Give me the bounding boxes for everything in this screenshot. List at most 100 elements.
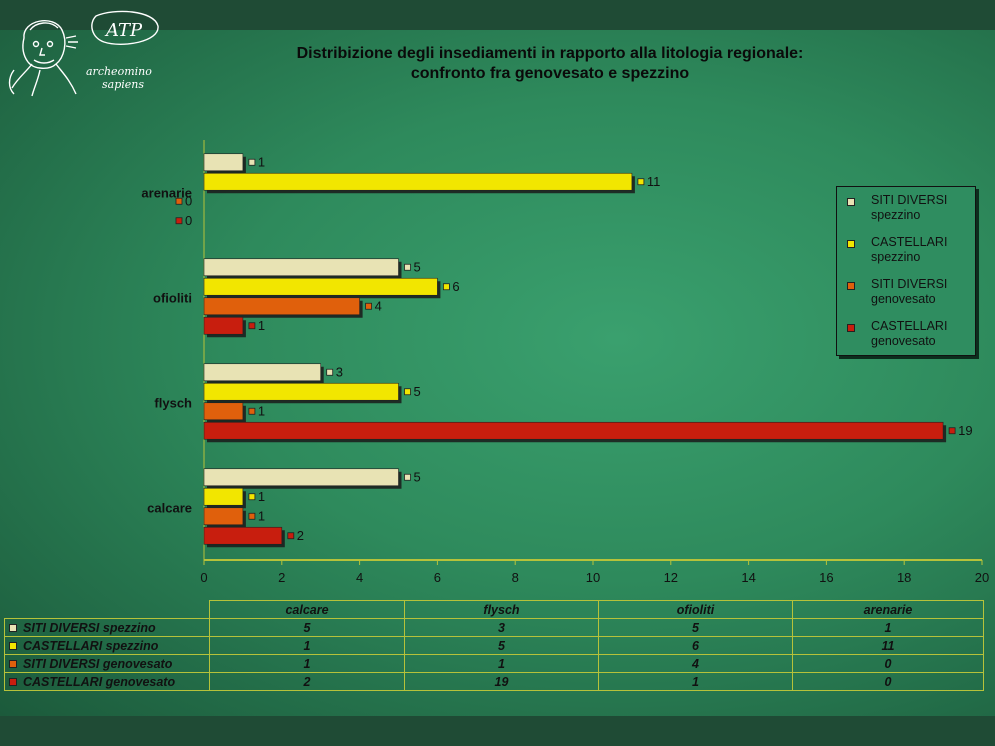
x-tick-label: 10 bbox=[586, 570, 600, 585]
category-label: flysch bbox=[154, 396, 192, 411]
data-label-marker bbox=[404, 473, 411, 481]
bar bbox=[203, 507, 244, 526]
legend: SITI DIVERSI spezzino CASTELLARI spezzino … bbox=[836, 186, 976, 356]
data-label: 11 bbox=[647, 174, 661, 189]
legend-text-3b: genovesato bbox=[871, 292, 936, 306]
x-tick-label: 0 bbox=[200, 570, 207, 585]
category-label: arenarie bbox=[141, 186, 192, 201]
table-row: CASTELLARI genovesato 2 19 1 0 bbox=[4, 672, 984, 691]
data-label-marker bbox=[404, 388, 411, 396]
bar bbox=[203, 297, 360, 316]
chart-title-line-2: confronto fra genovesato e spezzino bbox=[410, 65, 690, 82]
table-cell: 1 bbox=[792, 618, 984, 637]
row-label: CASTELLARI spezzino bbox=[23, 638, 159, 653]
bar bbox=[203, 153, 244, 172]
logo-line-2: sapiens bbox=[102, 78, 145, 91]
data-label-marker bbox=[175, 217, 183, 225]
bar bbox=[203, 421, 944, 440]
table-header-flysch: flysch bbox=[404, 600, 599, 619]
table-cell: 1 bbox=[209, 636, 405, 655]
data-label: 0 bbox=[185, 193, 192, 208]
row-label: SITI DIVERSI genovesato bbox=[23, 656, 173, 671]
logo-mark: ATP bbox=[104, 20, 143, 41]
x-tick-label: 6 bbox=[434, 570, 441, 585]
data-label-marker bbox=[175, 197, 183, 205]
legend-text-1b: spezzino bbox=[871, 208, 921, 222]
table-cell: 0 bbox=[792, 654, 984, 673]
legend-swatch bbox=[847, 240, 855, 248]
legend-text-4a: CASTELLARI bbox=[871, 319, 948, 333]
table-cell: 19 bbox=[404, 672, 599, 691]
data-label-marker bbox=[248, 407, 256, 415]
chart-title-line-1: Distribizione degli insediamenti in rapp… bbox=[296, 45, 804, 62]
data-label: 19 bbox=[958, 423, 972, 438]
logo: ATP archeomino sapiens bbox=[4, 8, 164, 100]
row-label: SITI DIVERSI spezzino bbox=[23, 620, 156, 635]
x-tick-label: 20 bbox=[975, 570, 989, 585]
chart-title: Distribizione degli insediamenti in rapp… bbox=[200, 44, 900, 84]
data-label: 0 bbox=[185, 213, 192, 228]
data-label: 1 bbox=[258, 489, 265, 504]
data-label: 2 bbox=[297, 528, 304, 543]
x-tick-label: 12 bbox=[664, 570, 678, 585]
bar bbox=[203, 277, 438, 296]
legend-text-1a: SITI DIVERSI bbox=[871, 193, 948, 207]
bar bbox=[203, 316, 244, 335]
data-label: 4 bbox=[375, 298, 382, 313]
data-label-marker bbox=[287, 532, 295, 540]
table-cell: 1 bbox=[209, 654, 405, 673]
data-label: 1 bbox=[258, 154, 265, 169]
legend-swatch bbox=[847, 324, 855, 332]
table-cell: 4 bbox=[598, 654, 793, 673]
data-table-header-row: calcare flysch ofioliti arenarie bbox=[5, 600, 984, 619]
category-label: calcare bbox=[147, 501, 192, 516]
x-tick-label: 8 bbox=[512, 570, 519, 585]
table-cell: 11 bbox=[792, 636, 984, 655]
x-tick-label: 16 bbox=[819, 570, 833, 585]
data-label: 5 bbox=[414, 384, 421, 399]
data-table: calcare flysch ofioliti arenarie SITI DI… bbox=[4, 600, 984, 691]
x-tick-label: 14 bbox=[741, 570, 755, 585]
data-label: 1 bbox=[258, 318, 265, 333]
legend-text-3a: SITI DIVERSI bbox=[871, 277, 948, 291]
data-label: 5 bbox=[414, 469, 421, 484]
x-tick-label: 2 bbox=[278, 570, 285, 585]
bar bbox=[203, 363, 321, 382]
legend-swatch bbox=[847, 282, 855, 290]
data-label-marker bbox=[637, 178, 645, 186]
bar bbox=[203, 382, 399, 401]
data-label: 3 bbox=[336, 364, 343, 379]
logo-line-1: archeomino bbox=[86, 65, 152, 78]
row-swatch bbox=[9, 624, 17, 633]
table-cell: 6 bbox=[598, 636, 793, 655]
table-cell: 1 bbox=[404, 654, 599, 673]
data-label-marker bbox=[248, 322, 256, 330]
data-label-marker bbox=[948, 427, 956, 435]
data-label-marker bbox=[404, 263, 411, 271]
table-cell: 2 bbox=[209, 672, 405, 691]
table-cell: 0 bbox=[792, 672, 984, 691]
data-label: 6 bbox=[452, 279, 459, 294]
bar bbox=[203, 402, 244, 421]
bar bbox=[203, 487, 244, 506]
row-swatch bbox=[9, 642, 17, 651]
bar bbox=[203, 172, 633, 191]
legend-swatch bbox=[847, 198, 855, 206]
bottom-band bbox=[0, 716, 995, 746]
legend-text-4b: genovesato bbox=[871, 334, 936, 348]
data-label-marker bbox=[442, 283, 450, 291]
top-band bbox=[0, 0, 995, 30]
bar bbox=[203, 258, 399, 277]
data-label-marker bbox=[248, 512, 256, 520]
data-label-marker bbox=[365, 302, 373, 310]
x-tick-label: 4 bbox=[356, 570, 363, 585]
table-cell: 5 bbox=[598, 618, 793, 637]
data-label-marker bbox=[248, 493, 256, 501]
row-swatch bbox=[9, 660, 17, 669]
data-label-marker bbox=[326, 368, 334, 376]
table-cell: 3 bbox=[404, 618, 599, 637]
legend-text-2a: CASTELLARI bbox=[871, 235, 948, 249]
bar-chart: 0 2 4 6 8 10 12 14 16 18 20calcare5112flysch35119o… bbox=[141, 140, 989, 585]
table-header-calcare: calcare bbox=[209, 600, 405, 619]
table-header-arenarie: arenarie bbox=[792, 600, 984, 619]
